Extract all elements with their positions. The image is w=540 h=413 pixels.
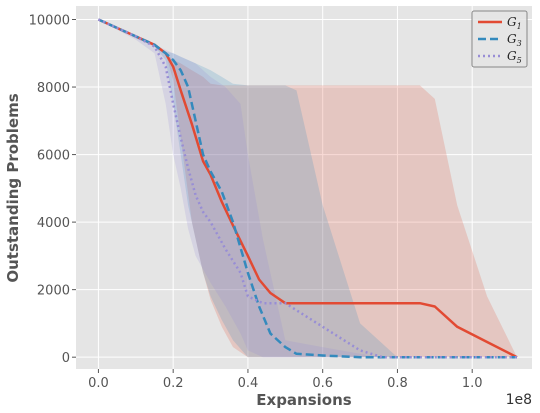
legend-series-name: G — [507, 32, 517, 46]
grid — [76, 6, 532, 369]
x-tick-label: 0.0 — [88, 376, 109, 391]
y-tick-label: 4000 — [37, 216, 70, 231]
confidence-band-g1 — [98, 19, 518, 358]
confidence-bands — [98, 19, 518, 358]
confidence-band-g3 — [98, 19, 518, 358]
y-axis-label: Outstanding Problems — [4, 93, 22, 282]
y-tick-label: 10000 — [29, 14, 70, 29]
y-tick-label: 0 — [62, 351, 70, 366]
legend-series-subscript: 5 — [517, 56, 522, 65]
legend-label-g3: G3 — [507, 32, 522, 48]
legend-series-name: G — [507, 15, 517, 29]
x-tick-label: 0.8 — [387, 376, 408, 391]
y-tick-label: 8000 — [37, 81, 70, 96]
legend-box — [471, 10, 528, 68]
x-tick-label: 0.2 — [163, 376, 184, 391]
legend-label-g5: G5 — [507, 49, 522, 65]
confidence-band-g5 — [98, 19, 518, 358]
x-axis-label: Expansions — [256, 391, 352, 409]
legend-series-name: G — [507, 49, 517, 63]
legend-label-g1: G1 — [507, 15, 522, 31]
series-line-g5 — [97, 18, 517, 359]
x-axis-exponent: 1e8 — [506, 392, 532, 408]
x-tick-label: 1.0 — [462, 376, 483, 391]
legend-series-subscript: 3 — [517, 39, 522, 48]
legend-series-subscript: 1 — [517, 22, 522, 31]
y-axis-ticks: 0 2000 4000 6000 8000 10000 — [29, 14, 76, 366]
x-tick-label: 0.6 — [312, 376, 333, 391]
series-lines — [97, 18, 518, 359]
plot-background — [76, 6, 532, 369]
x-tick-label: 0.4 — [238, 376, 259, 391]
series-line-g1 — [97, 18, 518, 359]
y-tick-label: 6000 — [37, 149, 70, 164]
y-tick-label: 2000 — [37, 284, 70, 299]
x-axis-ticks: 0.0 0.2 0.4 0.6 0.8 1.0 — [88, 369, 483, 391]
series-line-g3 — [97, 18, 517, 359]
